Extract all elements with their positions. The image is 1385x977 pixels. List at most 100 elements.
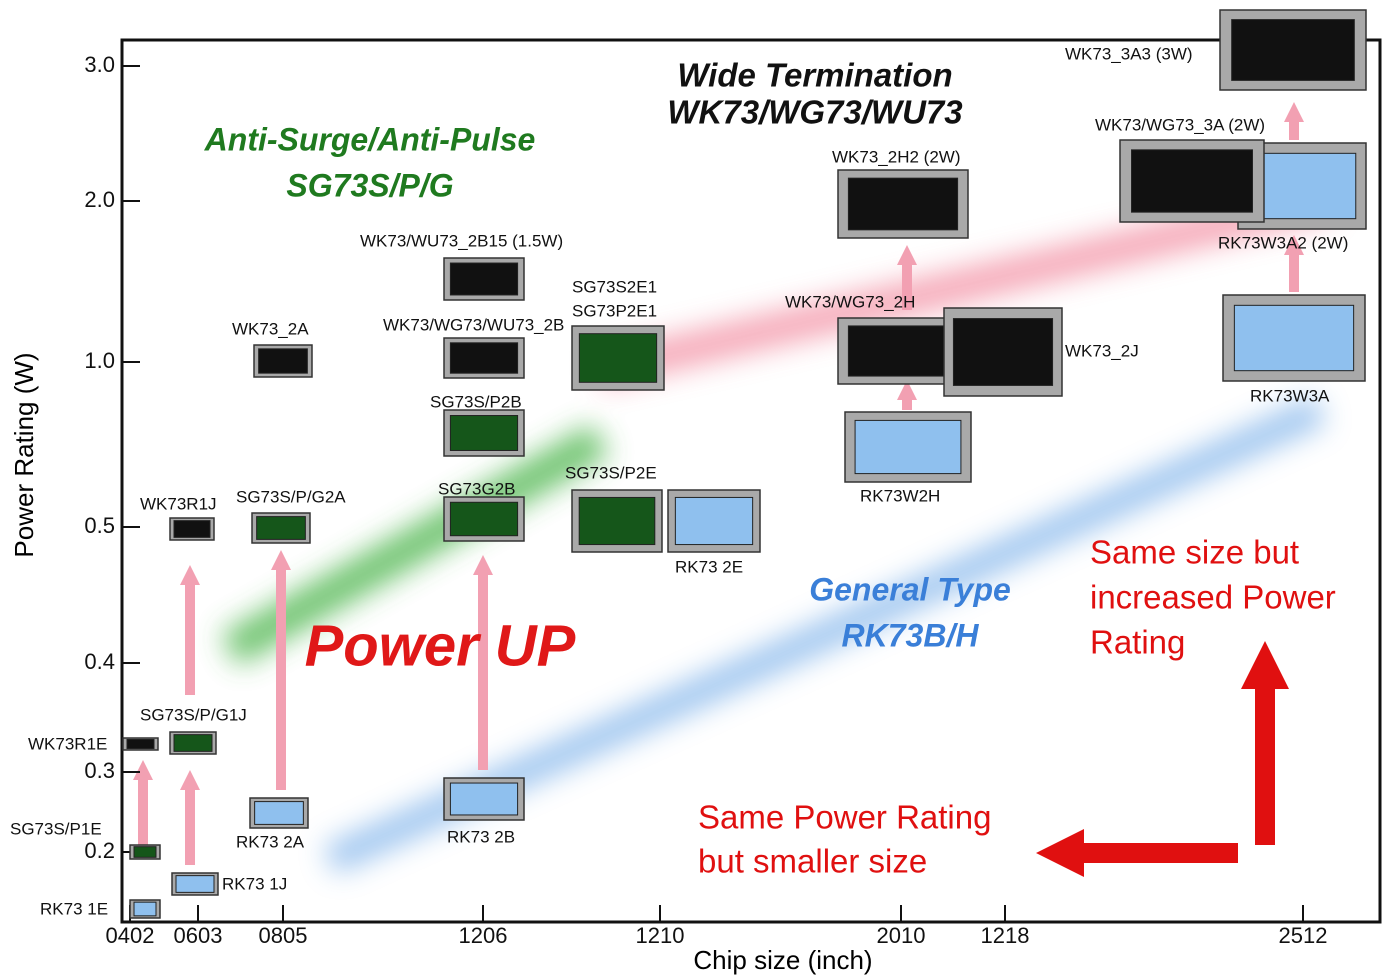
part-label: WK73/WG73/WU73_2B [383,315,564,334]
resistor [838,170,968,238]
resistor-core [848,326,957,376]
y-axis-title: Power Rating (W) [9,352,39,557]
y-tick-label: 0.4 [84,649,115,674]
part-label: WK73R1E [28,734,107,753]
resistor [444,338,524,378]
red-arrows [1060,665,1265,853]
part-label: SG73G2B [438,479,516,498]
resistor-core [255,802,304,825]
resistor [252,513,310,543]
part-label: RK73W3A2 (2W) [1218,233,1348,252]
part-label: WK73_2H2 (2W) [832,147,960,166]
resistor [444,497,524,541]
resistor-core [848,178,957,230]
y-tick-label: 2.0 [84,187,115,212]
heading: Anti-Surge/Anti-Pulse [204,121,536,157]
x-tick-label: 1206 [459,923,508,948]
part-label: WK73_2J [1065,341,1139,360]
resistor-core [450,343,517,373]
y-tick-label: 0.2 [84,838,115,863]
resistor-core [134,847,156,858]
resistor-core [855,420,961,473]
part-label: WK73R1J [140,494,217,513]
x-tick-label: 2512 [1279,923,1328,948]
resistor-core [450,502,517,535]
resistor [170,732,216,754]
part-label: SG73S/P2B [430,392,522,411]
resistor [572,490,662,552]
heading: SG73S/P/G [286,167,453,203]
part-label: SG73S/P2E [565,463,657,482]
part-label: SG73P2E1 [572,301,657,320]
resistor-core [257,517,306,540]
resistor-core [127,739,154,748]
part-label: RK73W2H [860,486,940,505]
part-label: SG73S/P/G2A [236,487,346,506]
part-label: RK73 2E [675,557,743,576]
resistor [444,258,524,300]
part-label: WK73_2A [232,319,309,338]
x-tick-label: 2010 [877,923,926,948]
y-tick-label: 0.5 [84,513,115,538]
heading: RK73B/H [842,617,980,653]
glow-bands [230,200,1330,860]
resistor-core [174,521,210,538]
part-label: WK73/WG73_3A (2W) [1095,115,1265,134]
part-label: SG73S2E1 [572,277,657,296]
part-label: WK73_3A3 (3W) [1065,44,1193,63]
heading: Rating [1090,624,1185,661]
y-tick-label: 3.0 [84,52,115,77]
resistor [1220,10,1366,90]
resistor [1120,140,1264,222]
resistor-core [953,319,1052,386]
resistor [172,873,218,895]
resistor-core [450,416,517,451]
heading: Same Power Rating [698,799,991,836]
part-label: RK73 1E [40,899,108,918]
x-tick-label: 0603 [174,923,223,948]
heading: General Type [809,571,1011,607]
heading: WK73/WG73/WU73 [667,94,962,131]
resistor [1223,295,1365,381]
resistor-core [579,334,656,383]
x-axis-title: Chip size (inch) [693,945,872,975]
resistor [668,490,760,552]
resistor [130,900,160,918]
part-label: RK73 2B [447,827,515,846]
resistor-core [579,497,655,544]
resistor [123,738,158,750]
heading: Power UP [305,613,576,678]
part-label: SG73S/P1E [10,819,102,838]
diagram: 3.02.01.00.50.40.30.20402060308051206121… [0,0,1385,977]
part-label: RK73 2A [236,832,305,851]
heading: but smaller size [698,843,927,880]
part-label: RK73 1J [222,874,287,893]
resistor-core [1234,305,1353,370]
resistor [130,845,160,859]
resistor [250,798,308,828]
heading: increased Power [1090,579,1336,616]
resistor-core [675,497,752,544]
part-label: SG73S/P/G1J [140,705,247,724]
heading: Same size but [1090,534,1299,571]
resistor [845,412,971,482]
resistor-core [176,876,214,893]
heading: Wide Termination [677,57,952,94]
resistor-core [259,349,308,373]
x-tick-label: 1210 [636,923,685,948]
resistor-core [174,735,212,752]
resistor [944,308,1062,396]
resistor-core [450,263,517,295]
y-tick-label: 1.0 [84,348,115,373]
y-tick-label: 0.3 [84,758,115,783]
part-label: RK73W3A [1250,386,1330,405]
resistor [572,326,664,390]
x-tick-label: 1218 [981,923,1030,948]
part-label: WK73/WG73_2H [785,292,915,311]
resistor [444,778,524,820]
tick-marks [122,66,140,852]
resistor-core [1232,20,1355,81]
resistor [254,345,312,377]
resistor [444,410,524,456]
x-tick-label: 0805 [259,923,308,948]
